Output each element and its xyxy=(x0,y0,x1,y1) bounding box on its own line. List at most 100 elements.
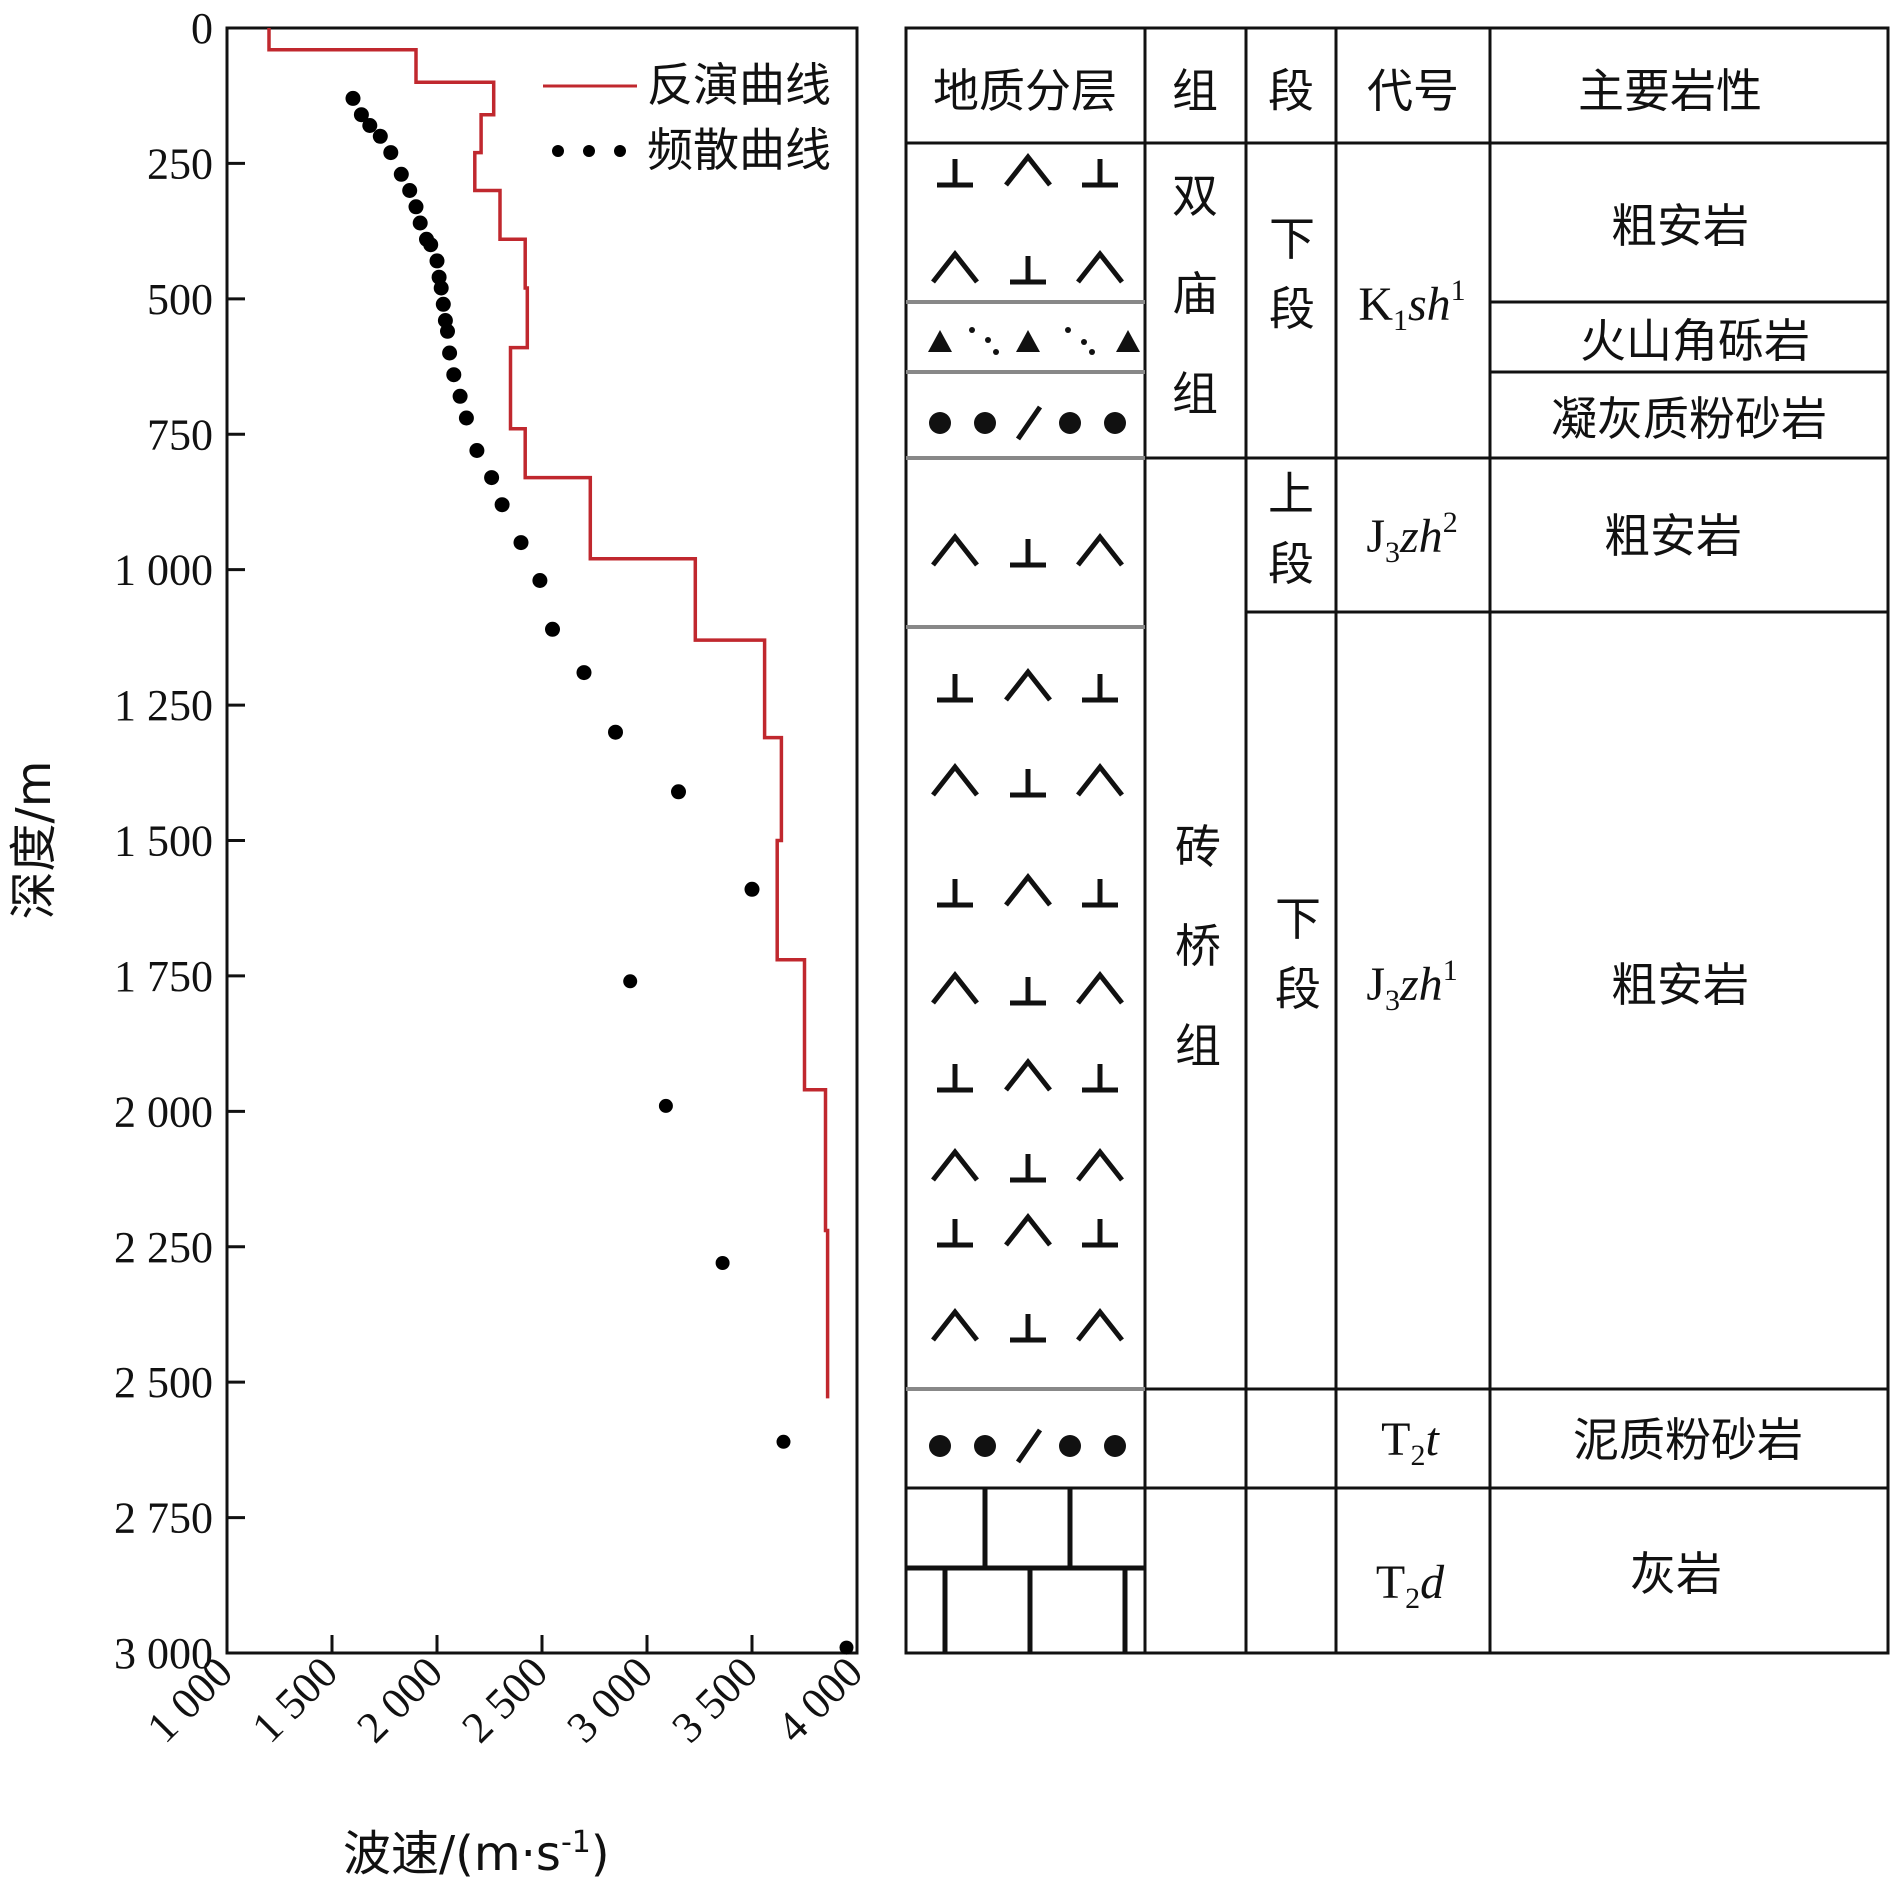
dispersion-curve-point xyxy=(671,784,686,800)
dispersion-curve-point xyxy=(440,323,455,339)
x-tick-label: 2 000 xyxy=(347,1647,452,1752)
x-tick-label: 1 500 xyxy=(242,1647,347,1752)
siltstone-dot-symbol xyxy=(974,412,996,434)
trachyandesite-caret-symbol xyxy=(931,532,979,567)
lithology-row5: 粗安岩 xyxy=(1611,958,1749,1012)
trachyandesite-caret-symbol xyxy=(931,1147,979,1182)
member-lower-char: 段 xyxy=(1269,282,1315,336)
y-tick-label: 1 500 xyxy=(114,817,213,866)
dispersion-curve-point xyxy=(545,621,560,637)
lithology-row4: 粗安岩 xyxy=(1604,509,1742,563)
legend-dot-swatch xyxy=(583,145,595,157)
dispersion-curve-point xyxy=(744,881,760,897)
member-lower-char: 段 xyxy=(1275,962,1321,1016)
formation-zhuanqiao-char: 桥 xyxy=(1175,919,1221,973)
siltstone-dot-symbol xyxy=(929,412,951,434)
dispersion-curve-point xyxy=(402,183,418,198)
siltstone-dot-symbol xyxy=(1104,412,1126,434)
breccia-dot-symbol xyxy=(993,349,999,355)
trachyandesite-caret-symbol xyxy=(1076,970,1124,1005)
dispersion-curve-point xyxy=(362,118,378,133)
dispersion-curve-point xyxy=(484,470,500,486)
dispersion-curve-point xyxy=(839,1640,854,1655)
y-tick-label: 250 xyxy=(147,139,213,188)
dispersion-curve-point xyxy=(446,367,462,383)
y-tick-label: 0 xyxy=(191,4,213,53)
x-axis-title-close: ) xyxy=(591,1826,610,1882)
dispersion-curve-point xyxy=(412,215,428,231)
trachyandesite-caret-symbol xyxy=(1076,532,1124,567)
trachyandesite-caret-symbol xyxy=(931,1307,979,1342)
y-tick-label: 1 000 xyxy=(114,546,213,595)
y-tick-label: 750 xyxy=(147,410,213,459)
velocity-depth-chart: 0 250 500 750 1 000 1 250 1 500 1 750 2 000 2 250… xyxy=(6,4,872,1882)
header-lithology: 主要岩性 xyxy=(1578,64,1762,118)
table-frame xyxy=(904,26,1890,1655)
legend-label-dispersion: 频散曲线 xyxy=(647,123,831,177)
trachyandesite-caret-symbol xyxy=(1004,667,1052,702)
plot-area-frame xyxy=(225,26,859,1655)
y-tick-label: 1 250 xyxy=(114,681,213,730)
header-formation: 组 xyxy=(1172,64,1218,118)
lithology-row2: 火山角砾岩 xyxy=(1580,314,1810,368)
dispersion-curve-point xyxy=(383,145,399,161)
dispersion-curve-point xyxy=(408,199,424,215)
dispersion-curve-point xyxy=(576,665,592,681)
trachyandesite-caret-symbol xyxy=(1004,1212,1052,1247)
header-code: 代号 xyxy=(1367,64,1459,118)
trachyandesite-caret-symbol xyxy=(1076,249,1124,284)
trachyandesite-caret-symbol xyxy=(1004,152,1052,187)
y-tick-label: 500 xyxy=(147,275,213,324)
breccia-triangle-symbol xyxy=(928,330,952,352)
dispersion-curve-point xyxy=(423,237,439,253)
trachyandesite-caret-symbol xyxy=(931,970,979,1005)
lithology-row6: 泥质粉砂岩 xyxy=(1573,1413,1803,1467)
trachyandesite-caret-symbol xyxy=(1076,1147,1124,1182)
breccia-dot-symbol xyxy=(1081,339,1087,345)
breccia-dot-symbol xyxy=(969,327,975,333)
trachyandesite-caret-symbol xyxy=(931,249,979,284)
breccia-dot-symbol xyxy=(1065,327,1071,333)
formation-shuangmiao-char: 双 xyxy=(1172,169,1218,223)
inversion-curve-line xyxy=(267,28,830,1399)
siltstone-slash-symbol xyxy=(1015,405,1043,441)
code-t2t: T2t xyxy=(1381,1413,1440,1472)
legend-dot-swatch xyxy=(614,145,626,157)
siltstone-dot-symbol xyxy=(974,1435,996,1457)
siltstone-dot-symbol xyxy=(1059,1435,1081,1457)
formation-shuangmiao-char: 庙 xyxy=(1172,267,1218,321)
code-j3zh2: J3zh2 xyxy=(1366,506,1457,569)
dispersion-curve-point xyxy=(494,497,510,513)
dispersion-curve-point xyxy=(435,296,451,312)
legend-dot-swatch xyxy=(552,145,564,157)
code-t2d: T2d xyxy=(1376,1556,1445,1615)
lithology-row1: 粗安岩 xyxy=(1611,199,1749,253)
dispersion-curve-point xyxy=(776,1434,791,1449)
breccia-dot-symbol xyxy=(1089,349,1095,355)
header-member: 段 xyxy=(1268,64,1314,118)
dispersion-curve-point xyxy=(715,1256,730,1270)
dispersion-curve-point xyxy=(623,974,638,989)
dispersion-curve-point xyxy=(442,345,458,361)
code-j3zh1: J3zh1 xyxy=(1366,954,1457,1017)
dispersion-curve-point xyxy=(458,410,474,426)
dispersion-curve-point xyxy=(658,1098,673,1113)
dispersion-curve-point xyxy=(372,128,388,144)
breccia-dot-symbol xyxy=(985,337,991,343)
y-tick-label: 2 250 xyxy=(114,1223,213,1272)
y-tick-label: 2 000 xyxy=(114,1087,213,1136)
dispersion-curve-point xyxy=(353,107,369,123)
lithology-row7: 灰岩 xyxy=(1630,1547,1722,1601)
dispersion-curve-point xyxy=(532,573,548,588)
x-axis-title: 波速/(m·s-1) xyxy=(343,1825,610,1882)
dispersion-curve-point xyxy=(433,280,449,296)
y-tick-label: 1 750 xyxy=(114,952,213,1001)
trachyandesite-caret-symbol xyxy=(1004,1057,1052,1092)
y-tick-label: 2 500 xyxy=(114,1358,213,1407)
lithology-row3: 凝灰质粉砂岩 xyxy=(1551,392,1827,446)
breccia-triangle-symbol xyxy=(1016,330,1040,352)
x-tick-label: 4 000 xyxy=(767,1647,872,1752)
dispersion-curve-point xyxy=(452,388,468,404)
x-tick-label: 3 000 xyxy=(557,1647,662,1752)
